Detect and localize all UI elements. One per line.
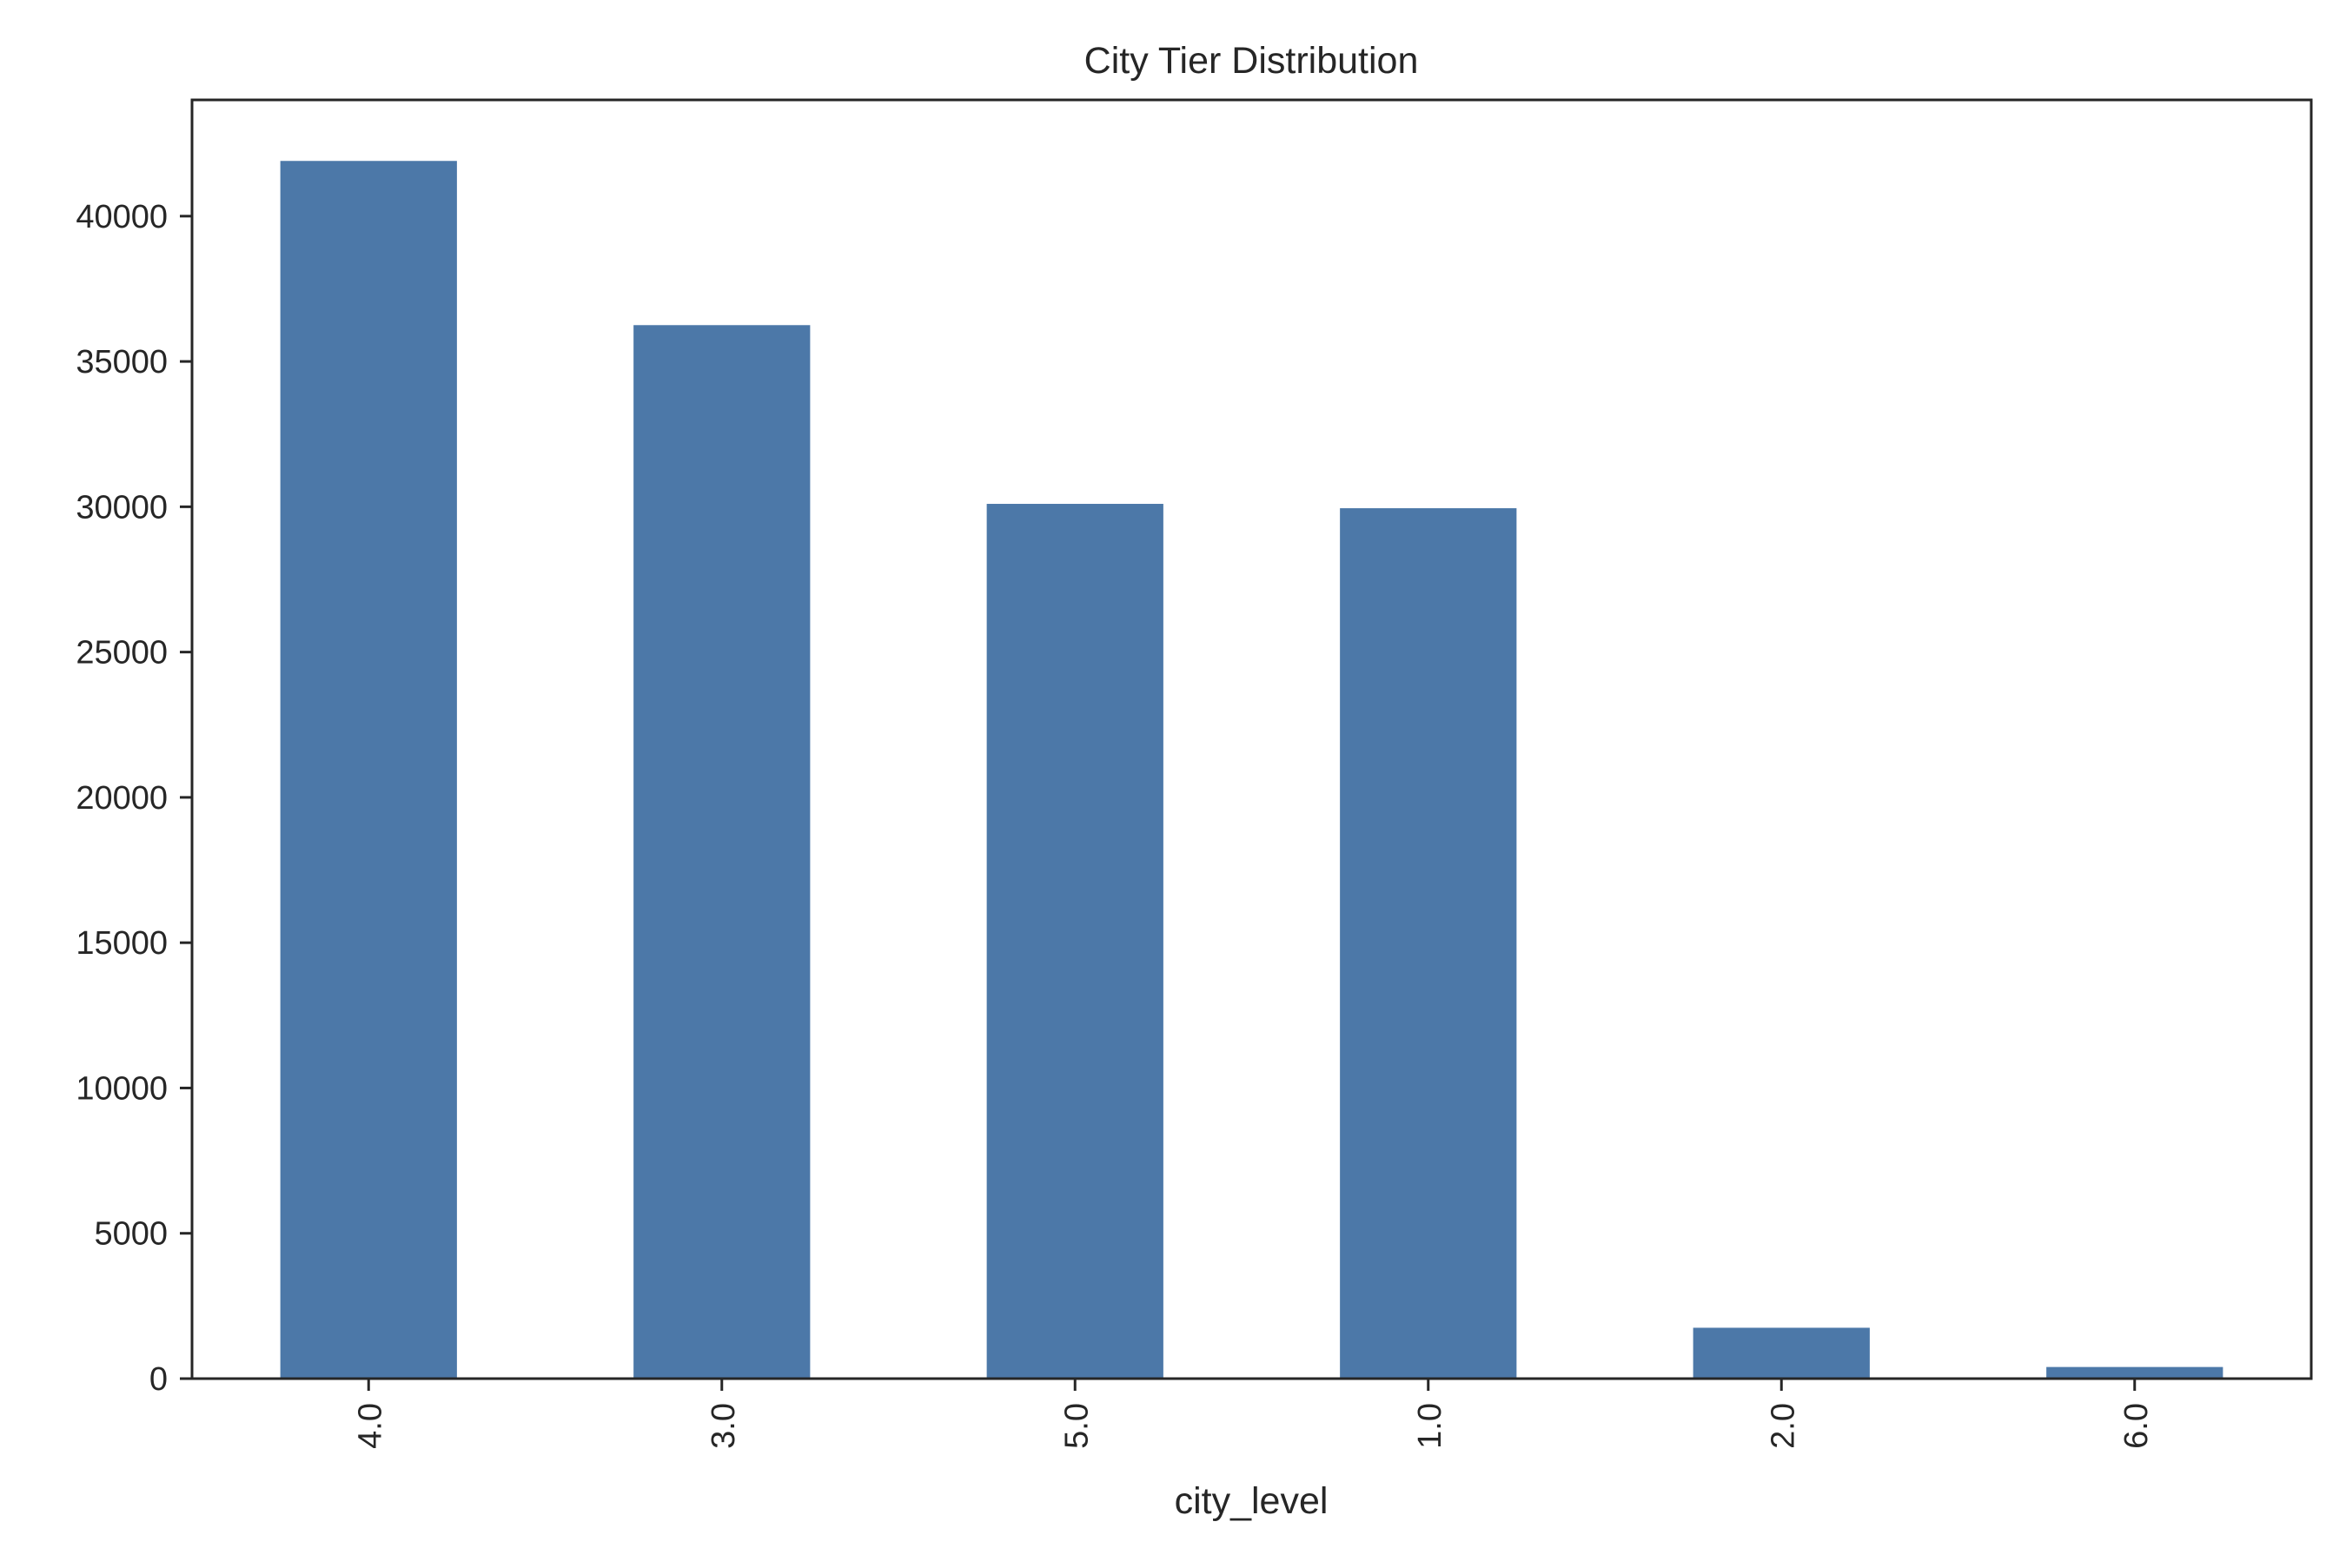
y-tick-label: 30000 [76, 489, 168, 526]
y-tick-label: 25000 [76, 635, 168, 672]
y-tick-label: 40000 [76, 199, 168, 235]
bar-2.0 [1693, 1327, 1870, 1379]
y-tick-label: 5000 [94, 1216, 168, 1253]
bar-5.0 [986, 504, 1163, 1379]
y-tick-label: 0 [149, 1361, 168, 1398]
chart-title: City Tier Distribution [1084, 40, 1419, 82]
y-tick-label: 15000 [76, 925, 168, 962]
x-tick-label: 3.0 [706, 1403, 742, 1449]
y-axis: 0 5000 10000 15000 20000 25000 30000 35000 40000 [76, 199, 192, 1398]
x-tick-label: 1.0 [1412, 1403, 1448, 1449]
x-axis-label: city_level [1175, 1480, 1329, 1522]
x-tick-label: 4.0 [352, 1403, 388, 1449]
bar-1.0 [1340, 508, 1517, 1379]
bar-4.0 [280, 161, 457, 1379]
x-tick-label: 5.0 [1058, 1403, 1095, 1449]
y-tick-label: 20000 [76, 780, 168, 817]
x-tick-label: 6.0 [2118, 1403, 2155, 1449]
plot-frame [190, 98, 2313, 1380]
bar-6.0 [2046, 1366, 2223, 1379]
bar-3.0 [633, 325, 811, 1379]
y-tick-label: 10000 [76, 1070, 168, 1107]
bars-layer [280, 161, 2223, 1379]
x-axis: 4.0 3.0 5.0 1.0 2.0 6.0 [352, 1379, 2155, 1449]
y-tick-label: 35000 [76, 344, 168, 380]
x-tick-label: 2.0 [1765, 1403, 1801, 1449]
